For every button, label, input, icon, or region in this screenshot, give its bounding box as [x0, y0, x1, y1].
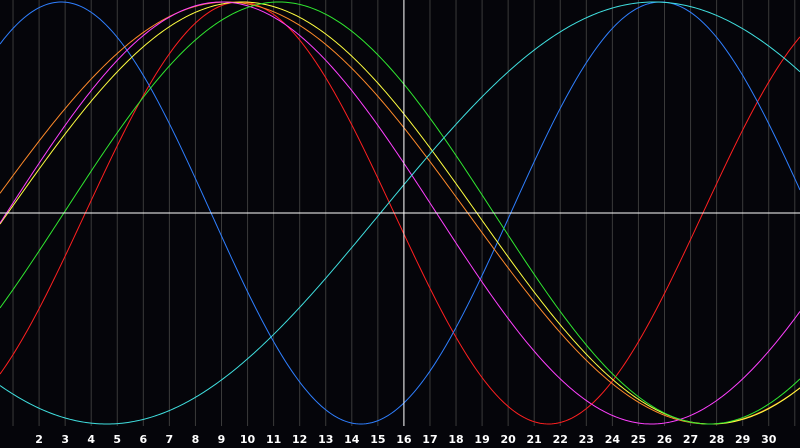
x-tick-label: 4	[87, 433, 95, 446]
x-tick-label: 26	[657, 433, 673, 446]
x-tick-label: 8	[192, 433, 200, 446]
x-tick-label: 16	[396, 433, 412, 446]
x-tick-label: 13	[318, 433, 333, 446]
x-tick-label: 5	[113, 433, 121, 446]
x-tick-label: 28	[709, 433, 724, 446]
x-tick-label: 19	[474, 433, 489, 446]
x-tick-label: 15	[370, 433, 385, 446]
x-tick-label: 20	[500, 433, 516, 446]
x-tick-label: 18	[448, 433, 463, 446]
x-tick-label: 12	[292, 433, 307, 446]
x-tick-label: 3	[61, 433, 69, 446]
x-tick-label: 24	[605, 433, 621, 446]
x-tick-label: 9	[218, 433, 226, 446]
series-line-1	[0, 1, 800, 425]
x-tick-label: 25	[631, 433, 646, 446]
series-line-7	[0, 1, 800, 425]
x-tick-label: 10	[240, 433, 256, 446]
x-tick-label: 21	[527, 433, 542, 446]
x-tick-label: 22	[553, 433, 568, 446]
crosshair	[0, 0, 800, 426]
series-curves	[0, 1, 800, 425]
x-axis-tick-labels: 2 3 4 5 6 7 8 9 10 11 12 13 14 15 16 17 18 19 20 21 22 23 24 25…	[35, 433, 776, 446]
x-tick-label: 27	[683, 433, 698, 446]
x-tick-label: 23	[579, 433, 594, 446]
x-tick-label: 7	[166, 433, 174, 446]
x-tick-label: 14	[344, 433, 360, 446]
series-line-3	[0, 1, 800, 425]
x-tick-label: 17	[422, 433, 437, 446]
x-tick-label: 2	[35, 433, 43, 446]
x-tick-label: 11	[266, 433, 281, 446]
x-tick-label: 30	[761, 433, 777, 446]
x-tick-label: 29	[735, 433, 750, 446]
x-tick-label: 6	[139, 433, 147, 446]
series-line-5	[0, 1, 800, 425]
series-line-6	[0, 1, 800, 425]
